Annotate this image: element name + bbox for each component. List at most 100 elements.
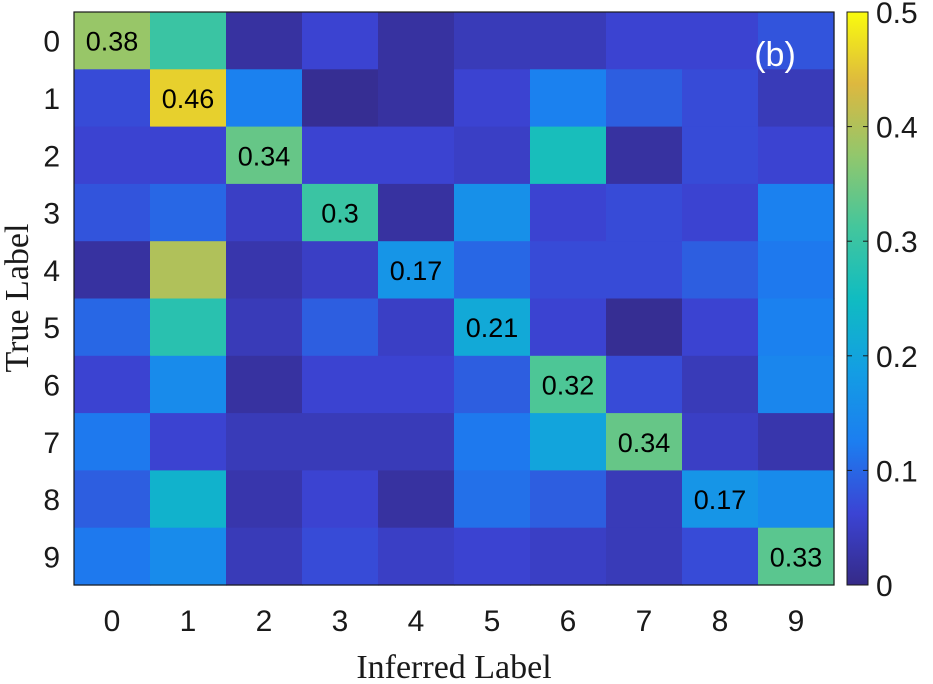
heatmap-cell	[226, 183, 303, 242]
plot-frame	[73, 11, 835, 586]
heatmap-cell	[606, 69, 683, 128]
heatmap-cell	[226, 126, 303, 185]
heatmap-cell	[606, 470, 683, 529]
y-tick-label: 5	[43, 312, 60, 345]
heatmap-cell	[454, 183, 531, 242]
heatmap-cell	[150, 69, 227, 128]
heatmap-cell	[606, 12, 683, 70]
heatmap-cell	[378, 12, 455, 70]
heatmap-cell	[530, 126, 607, 185]
heatmap-cell	[74, 355, 151, 414]
heatmap-cell	[74, 183, 151, 242]
heatmap-cell	[454, 413, 531, 471]
heatmap-cell	[74, 527, 151, 586]
cell-value-label: 0.33	[770, 542, 823, 572]
heatmap-cell	[378, 527, 455, 586]
cell-value-label: 0.3	[321, 199, 359, 229]
cell-value-label: 0.17	[694, 485, 747, 515]
heatmap-cell	[226, 69, 303, 128]
y-tick-label: 9	[43, 541, 60, 574]
x-tick-label: 6	[560, 605, 577, 638]
colorbar-tick-label: 0	[876, 570, 893, 603]
heatmap-cell	[454, 241, 531, 300]
heatmap-cell	[454, 298, 531, 357]
heatmap-cell	[758, 298, 835, 357]
heatmap-cell	[606, 241, 683, 300]
heatmap-cell	[454, 69, 531, 128]
heatmap-cell	[530, 355, 607, 414]
heatmap-cell	[150, 241, 227, 300]
y-tick-label: 3	[43, 198, 60, 231]
heatmap-cell	[606, 298, 683, 357]
heatmap-cell	[606, 126, 683, 185]
y-tick-label: 4	[43, 255, 60, 288]
heatmap-cell	[378, 355, 455, 414]
heatmap-cell	[530, 470, 607, 529]
heatmap-cell	[302, 183, 379, 242]
y-tick-label: 8	[43, 484, 60, 517]
heatmap-cell	[74, 69, 151, 128]
heatmap-cell	[226, 470, 303, 529]
heatmap-cell	[530, 12, 607, 70]
heatmap-cell	[682, 470, 759, 529]
heatmap-cell	[226, 241, 303, 300]
heatmap-cell	[530, 69, 607, 128]
x-tick-label: 4	[408, 605, 425, 638]
heatmap-cell	[682, 413, 759, 471]
colorbar-ticks: 0 0.1 0.2 0.3 0.4 0.5	[847, 0, 918, 603]
colorbar-tick-label: 0.2	[876, 341, 918, 374]
y-tick-label: 0	[43, 26, 60, 59]
heatmap-cell	[682, 527, 759, 586]
panel-label: (b)	[754, 36, 796, 74]
heatmap-cell	[150, 12, 227, 70]
heatmap-cell	[150, 355, 227, 414]
y-tick-label: 6	[43, 369, 60, 402]
colorbar-tick-label: 0.1	[876, 455, 918, 488]
heatmap-cell	[454, 126, 531, 185]
x-tick-label: 5	[484, 605, 501, 638]
heatmap-cell	[454, 12, 531, 70]
heatmap-cell	[758, 470, 835, 529]
heatmap-cell	[378, 183, 455, 242]
heatmap-cell	[758, 69, 835, 128]
heatmap-cell	[74, 470, 151, 529]
cell-value-label: 0.46	[162, 84, 215, 114]
cell-annotations: 0.38 0.46 0.34 0.3 0.17 0.21 0.32 0.34 0.17 0.33	[86, 27, 823, 573]
heatmap-cell	[302, 298, 379, 357]
heatmap-cell	[74, 298, 151, 357]
heatmap-cell	[302, 413, 379, 471]
heatmap-cell	[226, 355, 303, 414]
heatmap-cell	[758, 241, 835, 300]
y-tick-labels: 0 1 2 3 4 5 6 7 8 9	[43, 26, 60, 575]
heatmap-cell	[530, 527, 607, 586]
heatmap-cell	[758, 355, 835, 414]
heatmap-cell	[606, 183, 683, 242]
heatmap-cell	[682, 355, 759, 414]
y-tick-label: 2	[43, 140, 60, 173]
heatmap-cells	[74, 12, 835, 586]
x-tick-label: 0	[104, 605, 121, 638]
heatmap-cell	[454, 355, 531, 414]
heatmap-cell	[530, 298, 607, 357]
heatmap-cell	[378, 69, 455, 128]
heatmap-cell	[682, 298, 759, 357]
cell-value-label: 0.38	[86, 27, 139, 57]
heatmap-cell	[150, 126, 227, 185]
heatmap-cell	[150, 298, 227, 357]
cell-value-label: 0.34	[618, 428, 671, 458]
heatmap-cell	[378, 470, 455, 529]
x-tick-label: 3	[332, 605, 349, 638]
heatmap-cell	[682, 126, 759, 185]
heatmap-cell	[378, 241, 455, 300]
heatmap-cell	[606, 527, 683, 586]
heatmap-cell	[530, 183, 607, 242]
cell-value-label: 0.34	[238, 141, 291, 171]
heatmap-cell	[378, 298, 455, 357]
heatmap-cell	[302, 69, 379, 128]
heatmap-cell	[74, 413, 151, 471]
x-tick-label: 9	[788, 605, 805, 638]
colorbar	[846, 11, 869, 586]
heatmap-cell	[758, 413, 835, 471]
cell-value-label: 0.17	[390, 256, 443, 286]
